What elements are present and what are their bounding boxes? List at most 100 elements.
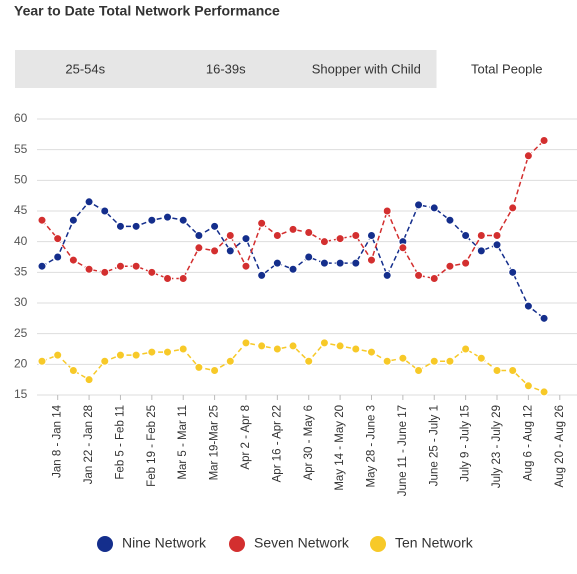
y-tick-label: 25 — [14, 326, 28, 340]
x-tick-label: Jan 22 - Jan 28 — [83, 405, 95, 484]
data-point — [383, 271, 391, 279]
data-point — [524, 302, 532, 310]
y-tick-label: 35 — [14, 265, 28, 279]
legend-marker — [370, 536, 386, 552]
data-point — [273, 232, 281, 240]
x-tick-label: Mar 5 - Mar 11 — [177, 405, 189, 480]
data-point — [320, 259, 328, 267]
data-point — [54, 235, 62, 243]
x-tick-label: May 28 - June 3 — [366, 405, 378, 487]
data-point — [462, 232, 470, 240]
data-point — [383, 357, 391, 365]
data-point — [493, 366, 501, 374]
x-tick-label: Feb 5 - Feb 11 — [114, 405, 126, 480]
data-point — [273, 345, 281, 353]
data-point — [352, 259, 360, 267]
x-tick-label: July 23 - July 29 — [491, 405, 503, 488]
data-point — [116, 222, 124, 230]
data-point — [367, 348, 375, 356]
data-point — [242, 235, 250, 243]
data-point — [524, 382, 532, 390]
data-point — [226, 232, 234, 240]
data-point — [336, 259, 344, 267]
data-point — [54, 253, 62, 261]
legend-label: Nine Network — [122, 535, 207, 551]
data-point — [320, 339, 328, 347]
tab[interactable]: 16-39s — [206, 61, 246, 76]
data-point — [383, 207, 391, 215]
x-tick-label: May 14 - May 20 — [334, 405, 346, 491]
data-point — [289, 265, 297, 273]
data-point — [289, 342, 297, 350]
data-point — [101, 207, 109, 215]
data-point — [38, 216, 46, 224]
x-tick-label: Feb 19 - Feb 25 — [146, 405, 158, 487]
data-point — [148, 216, 156, 224]
data-point — [85, 198, 93, 206]
data-point — [524, 152, 532, 160]
data-point — [509, 268, 517, 276]
data-point — [305, 253, 313, 261]
data-point — [430, 274, 438, 282]
y-tick-label: 50 — [14, 173, 28, 187]
data-point — [226, 357, 234, 365]
x-tick-label: Jan 8 - Jan 14 — [52, 404, 64, 477]
data-point — [179, 345, 187, 353]
data-point — [446, 357, 454, 365]
data-point — [446, 262, 454, 270]
data-point — [85, 265, 93, 273]
x-tick-label: Aug 20 - Aug 26 — [554, 405, 566, 487]
data-point — [336, 235, 344, 243]
x-tick-label: Mar 19-Mar 25 — [209, 405, 221, 480]
x-tick-label: Aug 6 - Aug 12 — [522, 405, 534, 481]
data-point — [540, 388, 548, 396]
data-point — [399, 244, 407, 252]
data-point — [132, 262, 140, 270]
data-point — [430, 204, 438, 212]
data-point — [462, 345, 470, 353]
data-point — [148, 348, 156, 356]
data-point — [195, 244, 203, 252]
chart-title: Year to Date Total Network Performance — [14, 3, 280, 19]
data-point — [132, 351, 140, 359]
data-point — [430, 357, 438, 365]
data-point — [132, 222, 140, 230]
data-point — [477, 232, 485, 240]
data-point — [258, 271, 266, 279]
x-tick-label: Apr 30 - May 6 — [303, 405, 315, 480]
data-point — [164, 274, 172, 282]
data-point — [195, 363, 203, 371]
data-point — [101, 268, 109, 276]
data-point — [211, 222, 219, 230]
data-point — [211, 366, 219, 374]
tab[interactable]: Shopper with Child — [312, 61, 421, 76]
data-point — [273, 259, 281, 267]
x-tick-label: June 11 - June 17 — [397, 405, 409, 496]
data-point — [415, 366, 423, 374]
data-point — [509, 204, 517, 212]
data-point — [164, 348, 172, 356]
data-point — [179, 216, 187, 224]
data-point — [305, 357, 313, 365]
legend-marker — [97, 536, 113, 552]
data-point — [477, 354, 485, 362]
data-point — [493, 241, 501, 249]
data-point — [38, 262, 46, 270]
y-tick-label: 45 — [14, 203, 28, 217]
data-point — [242, 339, 250, 347]
tab[interactable]: 25-54s — [65, 61, 105, 76]
x-tick-label: June 25 - July 1 — [428, 405, 440, 486]
y-tick-label: 20 — [14, 357, 28, 371]
data-point — [164, 213, 172, 221]
data-point — [85, 376, 93, 384]
y-tick-label: 15 — [14, 387, 28, 401]
data-point — [540, 314, 548, 322]
data-point — [258, 342, 266, 350]
data-point — [415, 201, 423, 209]
legend-label: Ten Network — [395, 535, 474, 551]
tab[interactable]: Total People — [471, 61, 543, 76]
data-point — [242, 262, 250, 270]
data-point — [116, 351, 124, 359]
series-line — [42, 140, 544, 278]
